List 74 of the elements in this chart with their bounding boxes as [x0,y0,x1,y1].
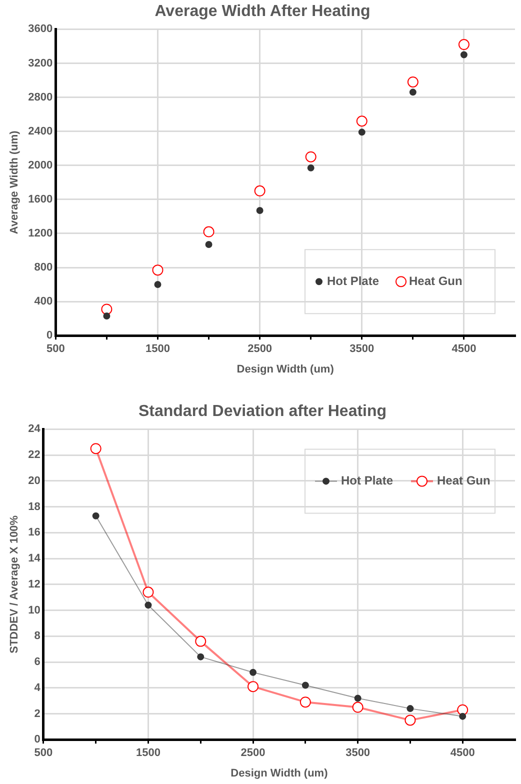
y-tick-label: 0 [46,330,53,342]
point [352,702,364,713]
y-tick-label: 2400 [28,125,53,138]
point [459,712,466,720]
y-tick-label: 3200 [28,57,53,70]
y-tick-label: 8 [34,630,40,642]
y-tick-label: 22 [28,449,40,462]
x-axis-title: Design Width (um) [230,767,328,780]
point [92,512,100,520]
y-tick-label: 800 [34,262,53,274]
y-tick-label: 6 [34,656,40,668]
point [205,241,212,248]
point [254,185,266,196]
y-tick-label: 16 [28,526,40,539]
y-tick-label: 12 [28,578,40,590]
x-tick-label: 2500 [240,747,266,760]
point [358,128,366,136]
y-tick-label: 10 [28,604,40,616]
point [203,226,214,238]
x-tick-label: 4500 [450,747,475,760]
y-axis-title: Average Width (um) [8,130,21,234]
point [300,696,311,708]
point [142,586,154,598]
point [354,694,362,702]
y-tick-label: 1600 [28,193,53,206]
x-tick-label: 500 [46,343,65,356]
legend-label: Heat Gun [437,474,490,488]
y-tick-label: 4 [34,682,42,694]
point [197,653,204,660]
x-tick-label: 4500 [452,343,476,356]
point [248,681,259,692]
point [307,164,314,172]
chart-title: Standard Deviation after Heating [138,403,387,420]
y-tick-label: 14 [28,552,42,565]
point [457,704,468,716]
y-tick-label: 1200 [28,228,53,240]
legend-label: Hot Plate [327,274,380,288]
x-tick-label: 1500 [136,747,160,760]
point [195,636,206,647]
point [460,51,468,58]
y-tick-label: 18 [28,500,40,513]
x-tick-label: 500 [34,747,53,760]
y-tick-label: 0 [34,734,40,746]
point [250,668,257,676]
y-tick-label: 20 [28,474,40,487]
point [409,88,416,96]
point [90,443,102,454]
point [305,151,316,162]
point [356,116,368,127]
x-tick-label: 3500 [346,747,370,760]
point [103,312,110,320]
legend-label: Heat Gun [409,274,462,288]
x-tick-label: 2500 [248,343,272,356]
point [406,705,414,712]
x-tick-label: 3500 [350,343,374,356]
y-tick-label: 2800 [28,91,53,104]
point [154,281,162,288]
y-tick-label: 2000 [28,159,53,172]
x-axis-title: Design Width (um) [236,363,334,376]
y-tick-label: 24 [28,423,42,436]
legend-label: Hot Plate [341,474,394,488]
point [256,206,264,214]
point [152,264,164,276]
point [458,39,470,50]
x-tick-label: 1500 [146,343,170,356]
y-axis-title: STDDEV / Average X 100% [8,515,21,654]
point [404,714,416,726]
y-tick-label: 2 [34,708,40,720]
y-tick-label: 3600 [28,23,53,36]
y-tick-label: 400 [34,296,53,308]
point [144,602,152,609]
point [407,76,418,88]
chart-title: Average Width After Heating [154,3,370,20]
point [302,682,309,689]
